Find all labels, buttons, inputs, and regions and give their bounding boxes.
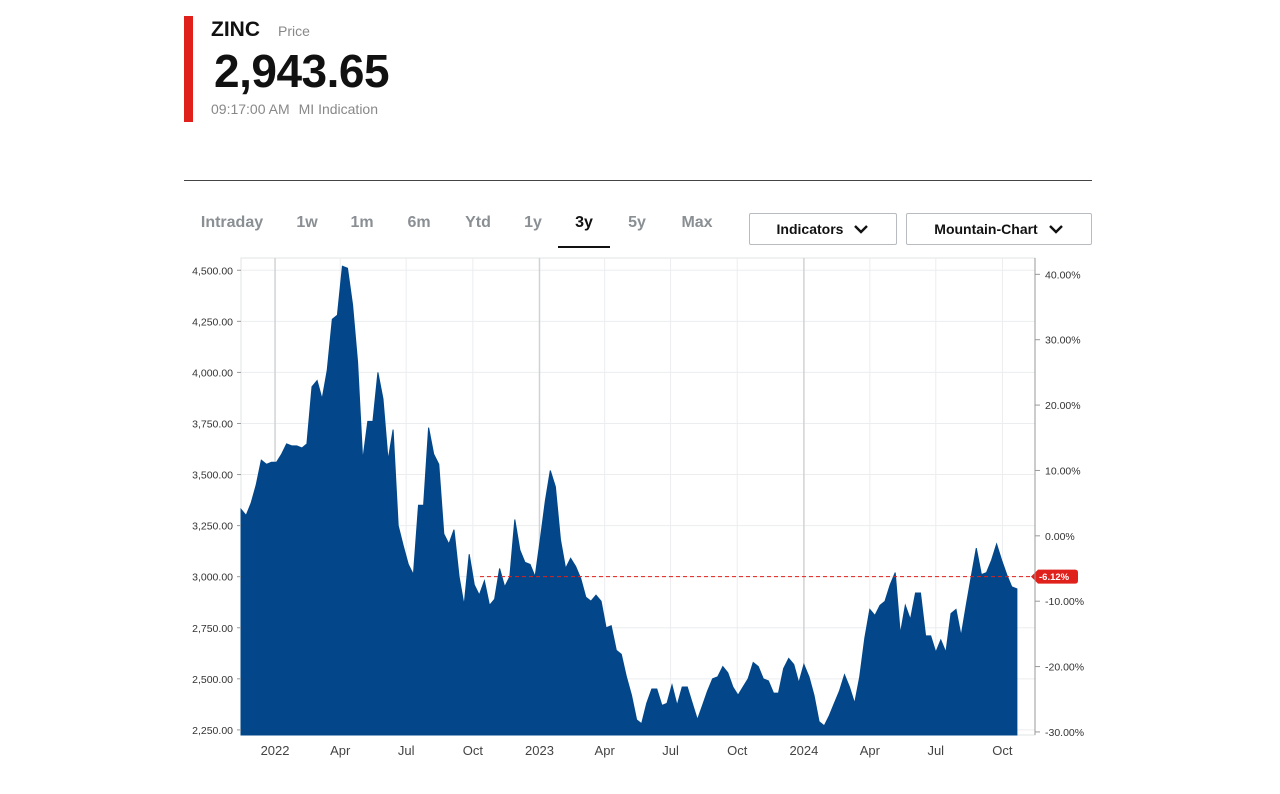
tab-1m[interactable]: 1m [350,214,374,231]
instrument-symbol: ZINC [211,18,260,41]
x-tick-label: Oct [463,743,484,758]
chevron-down-icon [1048,225,1063,234]
accent-bar [184,16,193,122]
y-tick-label: 3,250.00 [192,521,233,533]
reference-layer: -6.12% [480,569,1078,584]
y2-tick-label: 40.00% [1045,269,1081,281]
y-tick-label: 4,250.00 [192,316,233,328]
y-tick-label: 3,500.00 [192,470,233,482]
y2-tick-label: -30.00% [1045,727,1084,739]
change-badge [1031,569,1078,584]
price-label: Price [278,23,310,39]
x-tick-label: Apr [860,743,881,758]
quote-source: MI Indication [298,101,378,117]
tab-1y[interactable]: 1y [524,214,542,231]
x-tick-label: Apr [330,743,351,758]
chart-type-label: Mountain-Chart [934,221,1038,237]
tab-5y[interactable]: 5y [628,214,646,231]
y-axis: 4,500.00 4,250.00 4,000.00 3,750.00 3,500.00… [192,265,241,737]
y-tick-label: 2,500.00 [192,674,233,686]
chart-series [240,265,1018,736]
quote-meta: 09:17:00 AM MI Indication [211,101,378,117]
x-tick-label: Apr [595,743,616,758]
y2-tick-label: 20.00% [1045,400,1081,412]
tab-max[interactable]: Max [681,214,713,231]
x-tick-label: Jul [927,743,944,758]
tab-ytd[interactable]: Ytd [465,214,491,231]
indicators-label: Indicators [776,221,844,237]
section-divider [184,180,1092,181]
y-tick-label: 2,750.00 [192,623,233,635]
x-tick-label: 2022 [261,743,290,758]
x-axis: 2022 Apr Jul Oct 2023 Apr Jul Oct 2024 Apr Jul Oct [261,743,1013,758]
tab-1w[interactable]: 1w [296,214,318,231]
y-tick-label: 3,750.00 [192,418,233,430]
x-tick-label: Jul [662,743,679,758]
y2-axis: 40.00% 30.00% 20.00% 10.00% 0.00% -10.00% -20.… [1034,258,1084,739]
x-tick-label: Oct [727,743,748,758]
x-tick-label: 2023 [525,743,554,758]
x-tick-label: Jul [398,743,415,758]
y-tick-label: 4,000.00 [192,367,233,379]
price-area [240,265,1018,736]
quote-time: 09:17:00 AM [211,101,290,117]
y-tick-label: 2,250.00 [192,725,233,737]
x-tick-label: Oct [992,743,1013,758]
tab-6m[interactable]: 6m [407,214,431,231]
y2-tick-label: 0.00% [1045,531,1075,543]
tab-3y[interactable]: 3y [558,212,610,248]
y2-tick-label: 30.00% [1045,335,1081,347]
chevron-down-icon [854,225,869,234]
change-badge-label: -6.12% [1039,572,1070,583]
y2-tick-label: 10.00% [1045,465,1081,477]
chart-type-dropdown[interactable]: Mountain-Chart [906,213,1092,245]
y2-tick-label: -20.00% [1045,662,1084,674]
y2-tick-label: -10.00% [1045,596,1084,608]
x-tick-label: 2024 [789,743,818,758]
indicators-dropdown[interactable]: Indicators [749,213,897,245]
tab-intraday[interactable]: Intraday [200,214,264,231]
last-price: 2,943.65 [214,45,390,97]
y-tick-label: 3,000.00 [192,572,233,584]
y-tick-label: 4,500.00 [192,265,233,277]
